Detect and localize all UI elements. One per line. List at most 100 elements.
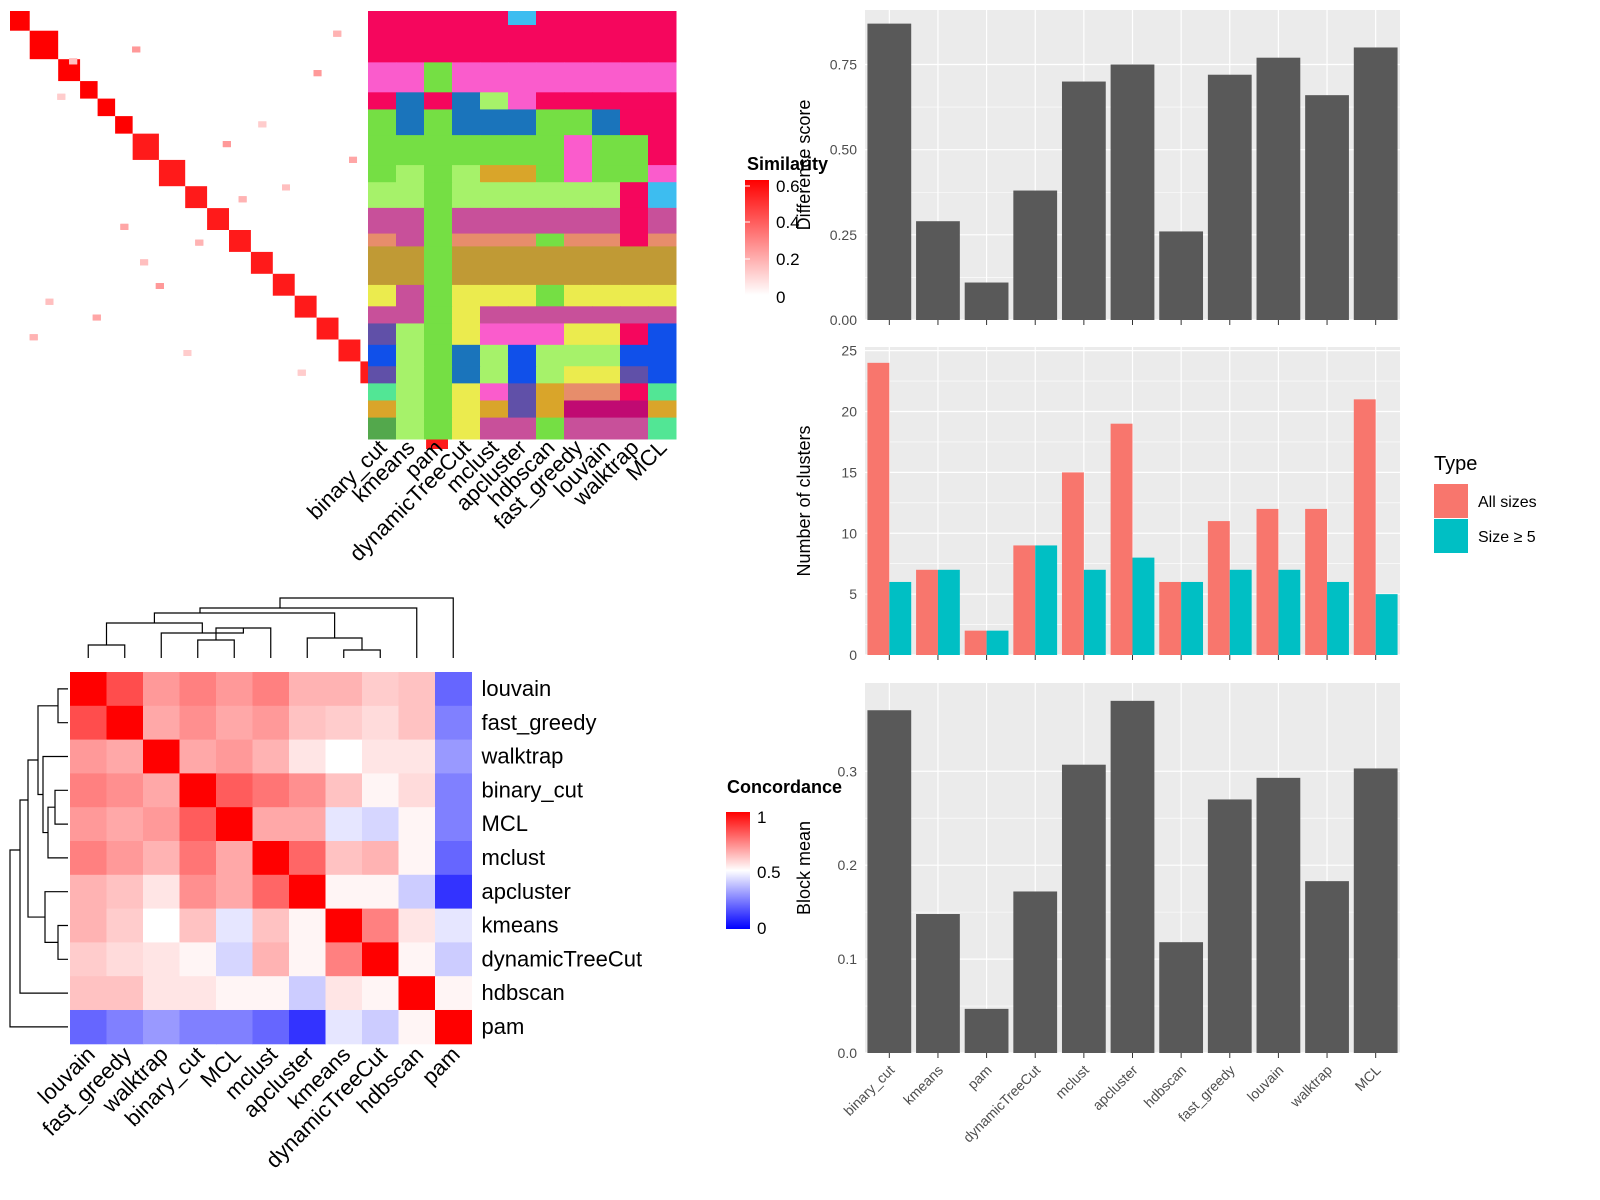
assignment-cell [592,207,621,235]
assignment-cell [564,165,593,183]
assignment-cell [648,400,677,419]
concordance-cell [216,739,253,774]
assignment-cell [368,182,397,209]
assignment-cell [620,284,649,307]
bar [986,630,1009,655]
y-tick-label: 0.0 [838,1045,858,1061]
assignment-cell [396,233,425,247]
concordance-cell [252,672,290,707]
similarity-block [294,295,317,318]
assignment-cell [564,11,593,63]
y-tick-label: 5 [849,586,857,602]
concordance-cell [216,874,253,910]
concordance-cell [398,807,436,842]
concordance-cell [362,942,399,977]
concordance-row-label: louvain [482,676,552,701]
bar [1013,891,1058,1053]
y-tick-label: 0.2 [838,857,858,873]
concordance-cell [143,1009,180,1045]
concordance-dendrogram [9,597,454,1028]
assignment-cell [480,207,509,235]
similarity-cell [222,141,231,148]
concordance-cell [106,739,144,774]
type-legend-title: Type [1434,453,1477,475]
similarity-block [80,81,98,99]
dendrogram-branch [54,789,68,825]
similarity-block [132,133,159,160]
bar [964,1008,1009,1053]
assignment-cell [424,165,453,183]
bar [937,569,960,655]
assignment-cell [396,306,425,324]
dendrogram-branch [37,705,58,796]
concordance-cell [435,672,472,707]
assignment-cell [396,11,425,63]
assignment-cell [592,323,621,346]
concordance-cell [70,840,107,876]
x-tick-label: louvain [1244,1062,1287,1105]
assignment-cell [648,417,677,440]
concordance-row-label: kmeans [482,913,559,938]
concordance-cell [216,840,253,876]
assignment-cell [648,383,677,401]
assignment-cell [620,344,649,367]
y-tick-label: 10 [841,525,857,541]
concordance-cell [70,672,107,707]
concordance-row-label: hdbscan [482,980,565,1005]
concordance-cell [435,976,472,1011]
concordance-cell [143,672,180,707]
concordance-cell [362,773,399,808]
y-tick-label: 15 [841,464,857,480]
bar [1207,74,1252,320]
assignment-cell [536,344,565,367]
concordance-cell [325,773,363,808]
concordance-cell [362,976,399,1011]
assignment-cell [564,92,593,110]
bar [916,221,960,320]
assignment-cell [508,284,537,307]
bar [1207,799,1252,1053]
concordance-cell [179,840,217,876]
type-legend-swatch [1434,519,1468,553]
assignment-cell [424,366,453,384]
x-tick-label: hdbscan [1141,1062,1190,1111]
assignment-cell [564,344,593,367]
assignment-cell [536,284,565,307]
concordance-cell [106,840,144,876]
bar [916,569,938,655]
bar [867,710,912,1053]
assignment-cell [396,62,425,93]
similarity-cell [140,259,149,266]
bar [1353,399,1376,655]
assignment-cell [620,165,649,183]
assignment-cell [648,182,677,209]
concordance-cell [179,874,217,910]
similarity-cell [132,46,141,53]
dendrogram-branch [197,639,235,658]
assignment-cell [452,233,481,247]
y-axis-title: Block mean [794,821,814,915]
concordance-cell [435,807,472,842]
y-tick-label: 0.1 [838,951,858,967]
assignment-cell [508,92,537,110]
assignment-cell [480,246,509,286]
assignment-cell [368,165,397,183]
concordance-row-label: mclust [482,845,546,870]
assignment-cell [536,400,565,419]
assignment-cell [480,109,509,136]
assignment-cell [620,207,649,235]
assignment-cell [648,109,677,136]
concordance-cell [398,976,436,1011]
assignment-cell [424,383,453,401]
concordance-cell [325,705,363,741]
assignment-cell [592,135,621,166]
bar [1229,569,1252,655]
bar [1305,508,1328,655]
similarity-cell [120,223,129,230]
concordance-cell [252,942,290,977]
concordance-cell [143,874,180,910]
assignment-cell [592,182,621,209]
concordance-cell [398,942,436,977]
assignment-cell [620,417,649,440]
legend-tick-label: 0 [757,919,766,938]
